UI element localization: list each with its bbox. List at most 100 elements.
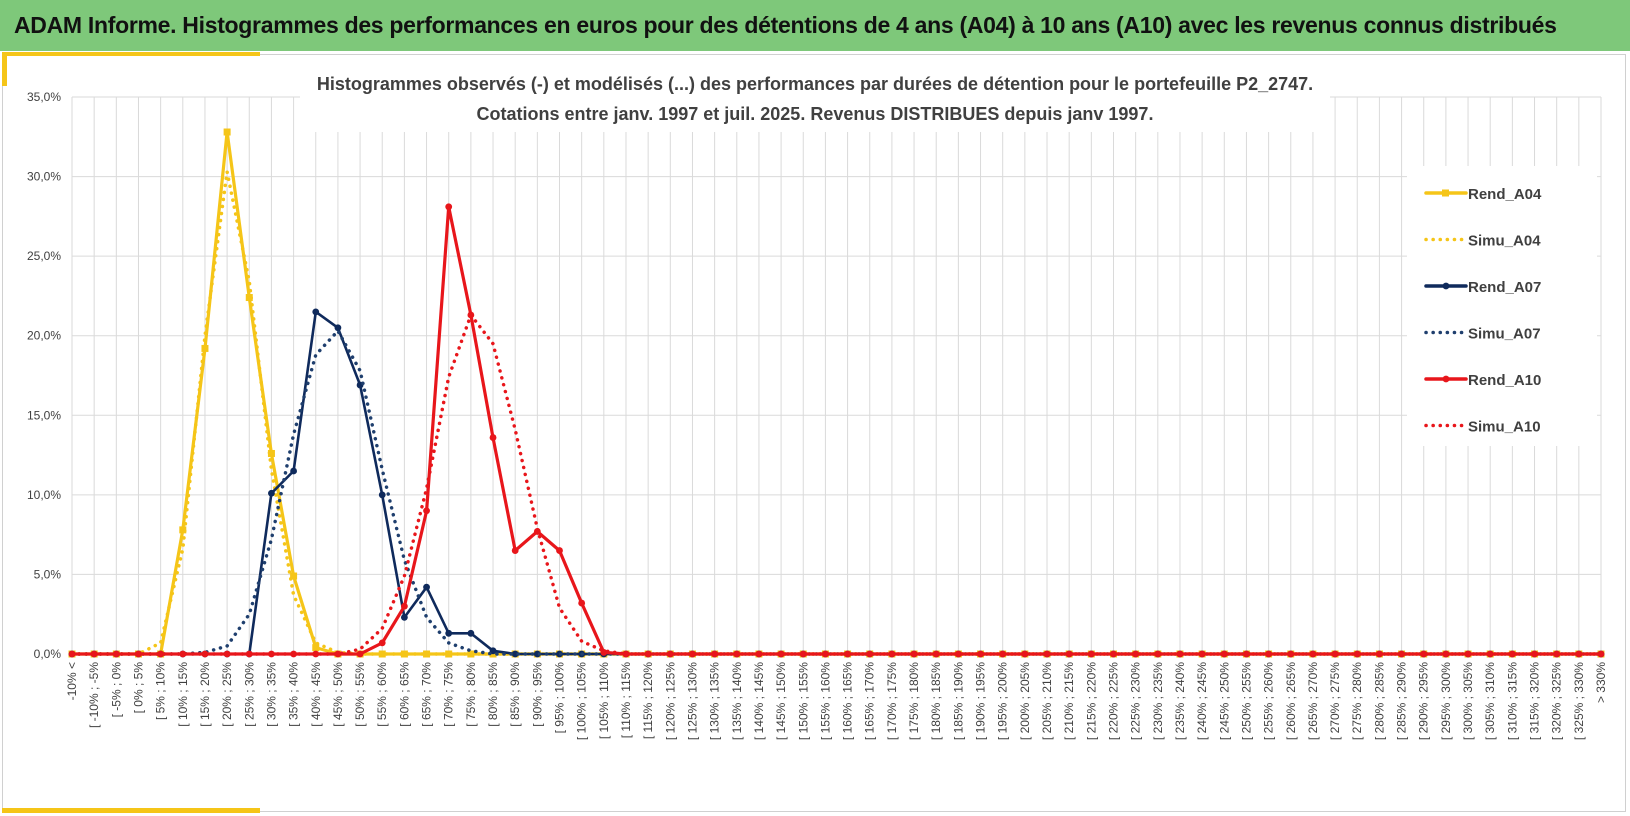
data-point <box>179 526 187 534</box>
x-tick-label: [ 145% ; 150% <box>774 662 788 740</box>
x-tick-label: [ 200% ; 205% <box>1018 662 1032 740</box>
y-tick-label: 5,0% <box>34 567 62 581</box>
data-point <box>223 128 231 136</box>
data-point <box>267 449 275 457</box>
x-tick-label: [ 315% ; 320% <box>1528 662 1542 740</box>
x-tick-label: [ 20% ; 25% <box>220 662 234 727</box>
data-point <box>1597 650 1605 658</box>
x-tick-label: [ 260% ; 265% <box>1284 662 1298 740</box>
accent-bar-bottom <box>2 808 260 813</box>
y-tick-label: 0,0% <box>34 647 62 661</box>
data-point <box>445 650 453 658</box>
x-tick-label: [ 10% ; 15% <box>176 662 190 727</box>
legend-marker <box>1442 282 1450 290</box>
y-tick-label: 30,0% <box>27 170 61 184</box>
x-tick-label: [ 160% ; 165% <box>841 662 855 740</box>
x-tick-label: [ 165% ; 170% <box>863 662 877 740</box>
x-tick-label: [ 305% ; 310% <box>1483 662 1497 740</box>
data-point <box>489 434 497 441</box>
x-tick-label: [ 155% ; 160% <box>818 662 832 740</box>
x-tick-label: [ 125% ; 130% <box>685 662 699 740</box>
data-point <box>268 489 275 497</box>
x-tick-label: [ 310% ; 315% <box>1505 662 1519 740</box>
y-tick-label: 25,0% <box>27 249 61 263</box>
x-tick-label: [ 300% ; 305% <box>1461 662 1475 740</box>
x-tick-label: [ 285% ; 290% <box>1395 662 1409 740</box>
data-point <box>179 650 187 658</box>
x-tick-label: [ 75% ; 80% <box>464 662 478 727</box>
y-tick-label: 15,0% <box>27 408 61 422</box>
data-point <box>445 203 453 211</box>
x-tick-label: [ 0% ; 5% <box>131 662 145 714</box>
data-point <box>400 602 408 610</box>
data-point <box>334 324 342 332</box>
data-point <box>511 547 519 554</box>
data-point <box>755 650 763 658</box>
chart-title: Histogrammes observés (-) et modélisés (… <box>317 74 1313 94</box>
x-tick-label: [ 325% ; 330% <box>1572 662 1586 740</box>
series-line-rend_a04 <box>70 130 1603 656</box>
y-axis-ticks: 0,0% 5,0% 10,0% 15,0% 20,0% 25,0% 30,0% 35,0% <box>27 90 61 661</box>
data-point <box>245 294 253 302</box>
x-tick-label: [ 170% ; 175% <box>885 662 899 740</box>
legend-label: Simu_A10 <box>1468 419 1541 436</box>
x-tick-label: [ 65% ; 70% <box>420 662 434 727</box>
data-point <box>445 629 453 637</box>
x-tick-label: [ 40% ; 45% <box>309 662 323 727</box>
data-point <box>423 583 430 591</box>
data-point <box>312 644 320 652</box>
data-point <box>1508 650 1516 658</box>
x-tick-label: [ 55% ; 60% <box>375 662 389 727</box>
x-tick-label: [ 225% ; 230% <box>1129 662 1143 740</box>
legend-background <box>1407 166 1597 446</box>
x-tick-label: [ 275% ; 280% <box>1350 662 1364 740</box>
legend-label: Rend_A10 <box>1468 372 1541 389</box>
data-point <box>400 650 408 658</box>
legend-label: Rend_A04 <box>1468 186 1542 203</box>
data-point <box>157 650 165 658</box>
data-point <box>1132 650 1140 658</box>
x-tick-label: [ 190% ; 195% <box>974 662 988 740</box>
y-tick-label: 10,0% <box>27 488 61 502</box>
x-tick-label: [ 135% ; 140% <box>730 662 744 740</box>
data-point <box>799 650 807 658</box>
x-tick-label: [ 50% ; 55% <box>353 662 367 727</box>
x-tick-label: [ 230% ; 235% <box>1151 662 1165 740</box>
y-tick-label: 35,0% <box>27 90 61 104</box>
data-point <box>999 650 1007 658</box>
x-tick-label: [ 255% ; 260% <box>1262 662 1276 740</box>
data-point <box>1531 650 1538 658</box>
data-point <box>135 650 142 658</box>
x-tick-label: [ 5% ; 10% <box>154 662 168 720</box>
x-tick-label: [ 270% ; 275% <box>1328 662 1342 740</box>
legend: Rend_A04 Simu_A04 Rend_A07 Simu_A07 Rend_A10… <box>1407 166 1597 446</box>
x-tick-label: [ 320% ; 325% <box>1550 662 1564 740</box>
y-tick-label: 20,0% <box>27 329 61 343</box>
x-tick-label: [ 265% ; 270% <box>1306 662 1320 740</box>
data-point <box>622 650 630 658</box>
x-tick-label: -10% < <box>65 662 79 700</box>
gridlines <box>71 96 1602 655</box>
accent-bar-top <box>2 52 260 56</box>
x-tick-label: [ 45% ; 50% <box>331 662 345 727</box>
data-point <box>1154 650 1162 658</box>
data-point <box>1553 650 1561 658</box>
data-point <box>556 547 563 554</box>
x-tick-label: [ 295% ; 300% <box>1439 662 1453 740</box>
x-tick-label: [ 110% ; 115% <box>619 662 633 739</box>
series-line-simu_a10 <box>70 313 1603 656</box>
legend-label: Simu_A07 <box>1468 326 1541 343</box>
data-point <box>511 650 519 658</box>
data-point <box>378 491 386 499</box>
x-tick-label: [ 220% ; 225% <box>1106 662 1120 740</box>
x-tick-label: [ 185% ; 190% <box>951 662 965 740</box>
data-point <box>1176 650 1184 658</box>
title-background <box>300 66 1330 132</box>
data-point <box>489 647 497 655</box>
x-tick-label: [ 250% ; 255% <box>1239 662 1253 740</box>
legend-label: Rend_A07 <box>1468 279 1541 296</box>
x-tick-label: [ 210% ; 215% <box>1062 662 1076 740</box>
legend-marker <box>1442 189 1449 197</box>
data-point <box>400 613 408 621</box>
